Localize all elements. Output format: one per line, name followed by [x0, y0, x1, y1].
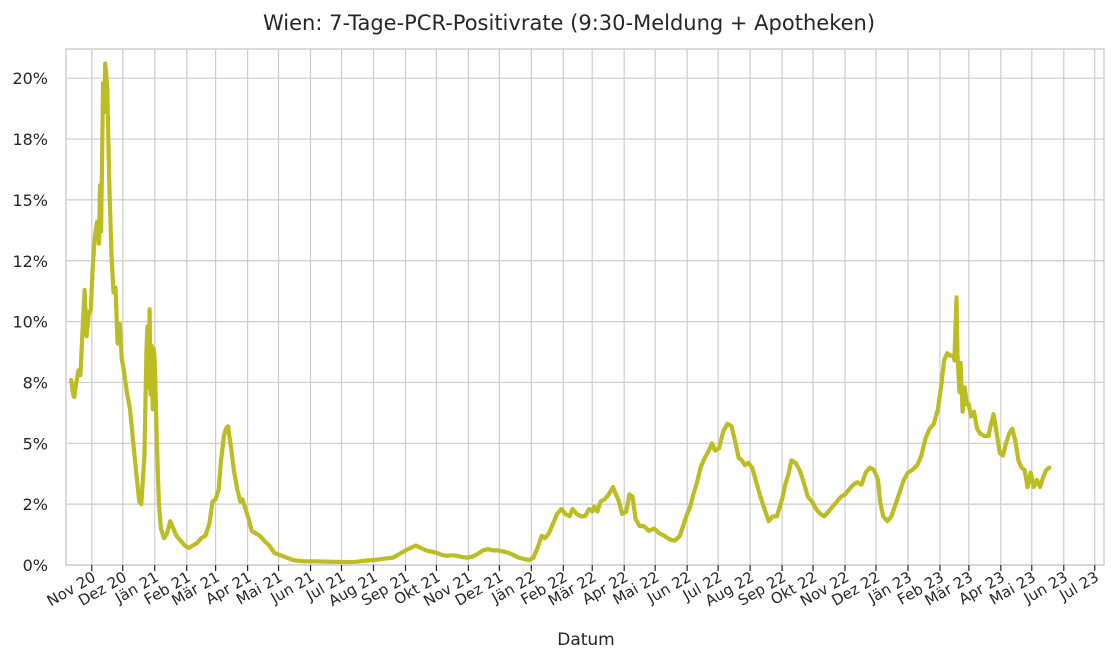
y-tick-label: 10%: [12, 313, 48, 332]
series-line: [69, 61, 1052, 565]
series-layer: [69, 61, 1052, 565]
y-tick-label: 15%: [12, 191, 48, 210]
y-tick-label: 18%: [12, 130, 48, 149]
y-tick-label: 5%: [23, 434, 48, 453]
y-tick-label: 2%: [23, 495, 48, 514]
chart-title: Wien: 7-Tage-PCR-Positivrate (9:30-Meldu…: [263, 11, 875, 35]
grid: [66, 49, 1104, 566]
x-axis-label: Datum: [557, 630, 615, 650]
plot-area: [65, 48, 1105, 566]
y-tick-label: 12%: [12, 252, 48, 271]
y-tick-label: 0%: [23, 556, 48, 575]
y-tick-label: 20%: [12, 69, 48, 88]
y-tick-label: 8%: [23, 373, 48, 392]
